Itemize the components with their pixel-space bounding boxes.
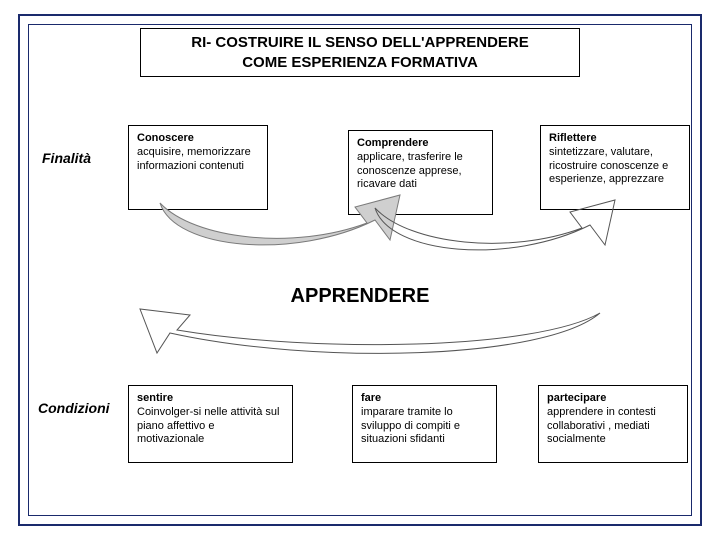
box-partecipare: partecipare apprendere in contesti colla… <box>538 385 688 463</box>
row2-label: Condizioni <box>38 400 110 416</box>
box-riflettere-title: Riflettere <box>549 132 681 146</box>
box-conoscere-title: Conoscere <box>137 132 259 146</box>
arrow-comprendere-riflettere <box>360 200 620 280</box>
box-sentire: sentire Coinvolger-si nelle attività sul… <box>128 385 293 463</box>
box-fare-body: imparare tramite lo sviluppo di compiti … <box>361 406 460 446</box>
box-partecipare-body: apprendere in contesti collaborativi , m… <box>547 406 656 446</box>
box-sentire-title: sentire <box>137 392 284 406</box>
box-fare-title: fare <box>361 392 488 406</box>
box-riflettere-body: sintetizzare, valutare, ricostruire cono… <box>549 146 668 186</box>
box-comprendere-title: Comprendere <box>357 137 484 151</box>
box-conoscere-body: acquisire, memorizzare informazioni cont… <box>137 146 251 172</box>
box-fare: fare imparare tramite lo sviluppo di com… <box>352 385 497 463</box>
title-line-2: COME ESPERIENZA FORMATIVA <box>242 54 478 71</box>
box-riflettere: Riflettere sintetizzare, valutare, ricos… <box>540 125 690 210</box>
box-partecipare-title: partecipare <box>547 392 679 406</box>
box-comprendere-body: applicare, trasferire le conoscenze appr… <box>357 151 463 191</box>
arrow-center <box>115 305 615 375</box>
row1-label: Finalità <box>42 150 91 166</box>
title-box: RI- COSTRUIRE IL SENSO DELL'APPRENDERE C… <box>140 28 580 77</box>
title-line-1: RI- COSTRUIRE IL SENSO DELL'APPRENDERE <box>191 34 529 51</box>
box-sentire-body: Coinvolger-si nelle attività sul piano a… <box>137 406 279 446</box>
